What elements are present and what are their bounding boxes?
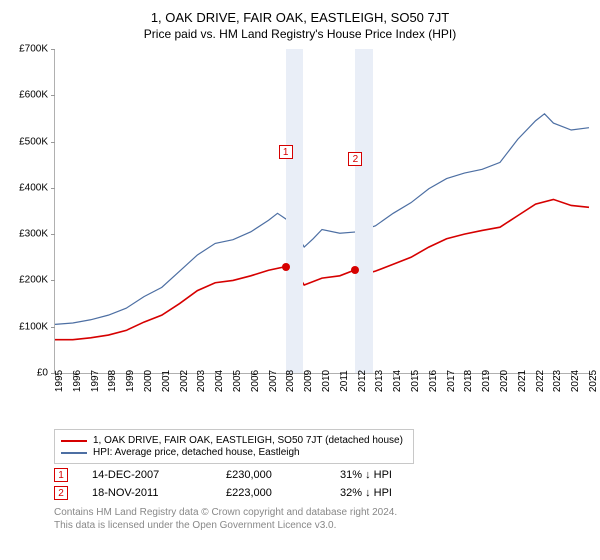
x-axis-label: 2001 [161,370,172,392]
y-axis-label: £400K [19,182,48,193]
footer-line-1: Contains HM Land Registry data © Crown c… [54,506,592,519]
y-tick [51,95,55,96]
x-axis-label: 2025 [588,370,599,392]
transaction-date: 14-DEC-2007 [92,469,202,481]
y-axis-label: £200K [19,275,48,286]
footer-attribution: Contains HM Land Registry data © Crown c… [54,506,592,532]
x-axis-label: 2023 [552,370,563,392]
y-axis-label: £300K [19,229,48,240]
x-axis-label: 2015 [410,370,421,392]
y-tick [51,142,55,143]
transaction-row: 1 14-DEC-2007 £230,000 31% ↓ HPI [54,468,592,482]
x-axis-label: 1996 [72,370,83,392]
highlight-band [355,49,373,373]
y-tick [51,280,55,281]
x-axis-label: 1998 [107,370,118,392]
x-axis-label: 2012 [357,370,368,392]
sale-marker-box: 1 [279,145,293,159]
series-price_paid [55,199,589,339]
y-axis-label: £600K [19,90,48,101]
sale-marker-dot [351,266,359,274]
x-axis-label: 2018 [463,370,474,392]
transaction-delta: 31% ↓ HPI [340,469,392,481]
x-axis-label: 2005 [232,370,243,392]
x-axis-label: 2024 [570,370,581,392]
x-axis-label: 2013 [374,370,385,392]
x-axis-label: 2022 [535,370,546,392]
chart-title: 1, OAK DRIVE, FAIR OAK, EASTLEIGH, SO50 … [8,10,592,25]
transaction-price: £230,000 [226,469,316,481]
x-axis-label: 2008 [285,370,296,392]
transaction-row: 2 18-NOV-2011 £223,000 32% ↓ HPI [54,486,592,500]
sale-marker-box: 2 [348,152,362,166]
y-tick [51,188,55,189]
x-axis-label: 2000 [143,370,154,392]
y-tick [51,327,55,328]
x-axis-label: 2004 [214,370,225,392]
x-axis-label: 2006 [250,370,261,392]
x-axis-label: 2016 [428,370,439,392]
x-axis-label: 2011 [339,370,350,392]
highlight-band [286,49,304,373]
y-axis-label: £500K [19,136,48,147]
transaction-marker: 2 [54,486,68,500]
transaction-delta: 32% ↓ HPI [340,487,392,499]
x-axis-label: 1999 [125,370,136,392]
transaction-price: £223,000 [226,487,316,499]
legend-row: HPI: Average price, detached house, East… [61,447,407,458]
legend-label: 1, OAK DRIVE, FAIR OAK, EASTLEIGH, SO50 … [93,435,403,446]
y-tick [51,49,55,50]
legend-row: 1, OAK DRIVE, FAIR OAK, EASTLEIGH, SO50 … [61,435,407,446]
transaction-date: 18-NOV-2011 [92,487,202,499]
sale-marker-dot [282,263,290,271]
y-axis-label: £700K [19,44,48,55]
x-axis-label: 2003 [196,370,207,392]
x-axis-label: 1997 [90,370,101,392]
plot-svg [55,49,589,373]
series-hpi [55,114,589,325]
chart-subtitle: Price paid vs. HM Land Registry's House … [8,27,592,41]
x-axis-label: 2021 [517,370,528,392]
footer-line-2: This data is licensed under the Open Gov… [54,519,592,532]
legend-label: HPI: Average price, detached house, East… [93,447,300,458]
transaction-table: 1 14-DEC-2007 £230,000 31% ↓ HPI 2 18-NOV-201… [54,468,592,500]
legend-box: 1, OAK DRIVE, FAIR OAK, EASTLEIGH, SO50 … [54,429,414,464]
x-axis-label: 2014 [392,370,403,392]
transaction-marker: 1 [54,468,68,482]
x-axis-label: 2010 [321,370,332,392]
legend-swatch [61,440,87,442]
x-axis-label: 2002 [179,370,190,392]
plot-region: 12 [54,49,589,374]
x-axis-label: 2020 [499,370,510,392]
x-axis-label: 1995 [54,370,65,392]
x-axis-label: 2019 [481,370,492,392]
x-axis-label: 2009 [303,370,314,392]
y-tick [51,234,55,235]
chart-area: 12 £0£100K£200K£300K£400K£500K£600K£700K… [8,45,592,425]
y-axis-label: £100K [19,321,48,332]
y-axis-label: £0 [37,368,48,379]
legend-swatch [61,452,87,454]
x-axis-label: 2017 [446,370,457,392]
x-axis-label: 2007 [268,370,279,392]
